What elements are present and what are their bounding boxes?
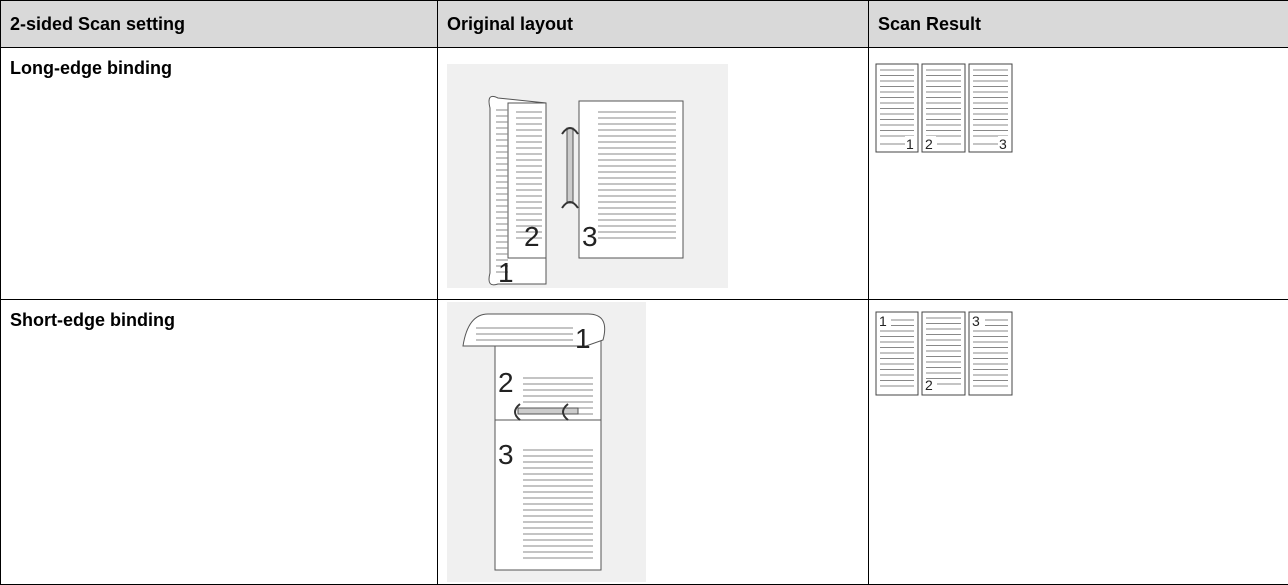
page-number: 2 [925, 136, 933, 152]
page-number: 3 [972, 313, 980, 329]
page-number: 1 [498, 257, 514, 288]
text-lines [496, 109, 508, 273]
setting-cell: Long-edge binding [0, 47, 438, 300]
page-number: 3 [582, 221, 598, 252]
original-illustration: 1 2 3 [447, 302, 646, 582]
text-lines [523, 449, 593, 559]
text-lines [516, 111, 542, 239]
page-number: 2 [524, 221, 540, 252]
page-number: 1 [906, 136, 914, 152]
row: Short-edge binding 1 2 3 1 2 3 [0, 299, 1288, 585]
page-number: 1 [575, 323, 591, 354]
text-lines [926, 69, 961, 137]
row: Long-edge binding 1 2 3 1 2 3 [0, 47, 1288, 300]
text-lines [985, 319, 1008, 326]
header-row: 2-sided Scan setting Original layout Sca… [0, 0, 1288, 48]
text-lines [926, 317, 961, 379]
page-number: 3 [498, 439, 514, 470]
result-cell: 1 2 3 [868, 47, 1288, 300]
header-cell: Original layout [437, 0, 869, 48]
result-illustration: 1 2 3 [875, 311, 1013, 396]
text-lines [598, 111, 676, 239]
original-cell: 1 2 3 [437, 299, 869, 585]
text-lines [476, 327, 573, 341]
text-lines [891, 319, 914, 326]
text-lines [880, 69, 914, 137]
page-number: 2 [498, 367, 514, 398]
original-illustration: 1 2 3 [447, 64, 728, 288]
header-cell: 2-sided Scan setting [0, 0, 438, 48]
text-lines [880, 330, 914, 387]
text-lines [973, 69, 1008, 137]
header-cell: Scan Result [868, 0, 1288, 48]
setting-cell: Short-edge binding [0, 299, 438, 585]
result-cell: 1 2 3 [868, 299, 1288, 585]
page-number: 1 [879, 313, 887, 329]
result-illustration: 1 2 3 [875, 63, 1013, 153]
text-lines [973, 330, 1008, 387]
page-number: 2 [925, 377, 933, 393]
page-number: 3 [999, 136, 1007, 152]
original-cell: 1 2 3 [437, 47, 869, 300]
